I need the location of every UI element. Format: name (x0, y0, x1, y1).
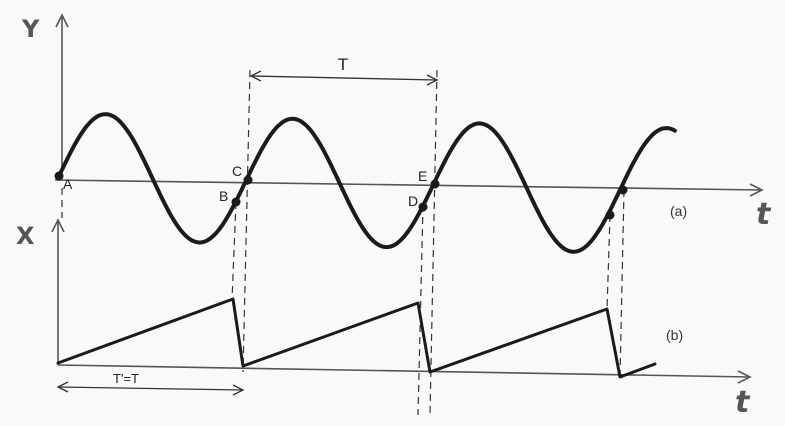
sine-wave-trace-a (57, 112, 677, 254)
t-axis-top-label: t (756, 197, 772, 232)
point-b-marker (231, 197, 241, 207)
sweep-period-arrow-left (56, 381, 69, 393)
point-d-marker (418, 202, 428, 212)
point-c-label: C (232, 163, 242, 179)
period-label: T (338, 55, 348, 74)
trace-b-label: (b) (666, 327, 683, 343)
t-axis-bottom-arrowhead (737, 370, 752, 384)
period-arrow-right (426, 74, 439, 86)
guide-line-e (429, 69, 438, 416)
point-a-label: A (63, 176, 73, 192)
point-right-lower-marker (605, 210, 615, 220)
point-b-label: B (219, 188, 228, 204)
sweep-period-label: T'=T (113, 371, 139, 386)
t-axis-top-arrowhead (749, 183, 764, 197)
sweep-period-arrow-right (232, 384, 245, 396)
x-axis-arrowhead (51, 218, 65, 233)
guide-line-b (231, 201, 237, 301)
period-dimension-line (250, 75, 438, 81)
trace-a-label: (a) (670, 203, 687, 219)
point-c-marker (243, 175, 253, 185)
point-d-label: D (408, 193, 418, 209)
point-e-label: E (418, 168, 427, 184)
y-axis-label: Y (21, 15, 40, 43)
t-axis-top (54, 179, 763, 191)
point-e-marker (430, 179, 440, 189)
sweep-period-dimension-line (57, 386, 244, 391)
point-right-upper-marker (618, 185, 628, 195)
guide-line-c (242, 69, 251, 373)
x-axis-label: X (16, 222, 35, 250)
t-axis-bottom (57, 364, 751, 378)
sawtooth-trace-b (56, 297, 657, 379)
period-arrow-left (249, 70, 262, 82)
t-axis-bottom-label: t (735, 385, 751, 420)
y-axis-arrowhead (55, 13, 69, 28)
point-a-marker (54, 171, 64, 181)
guide-line-right-upper (619, 189, 625, 379)
guide-line-right-lower (606, 214, 611, 311)
